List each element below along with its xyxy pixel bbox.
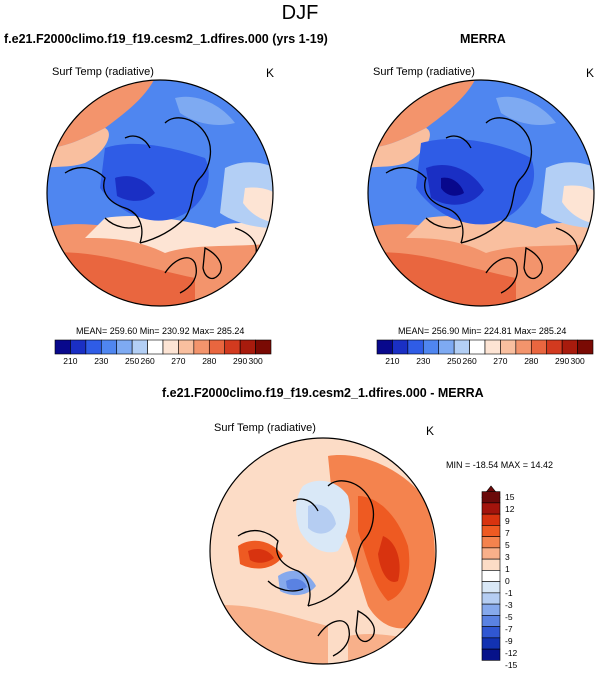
- colorbar-swatch: [481, 525, 501, 537]
- units-label-diff: K: [426, 424, 435, 438]
- colorbar-swatch: [481, 502, 501, 515]
- colorbar-swatch: [131, 339, 148, 355]
- colorbar-swatch: [469, 339, 486, 355]
- colorbar-tick-label: 210: [63, 356, 78, 366]
- colorbar-swatch: [481, 615, 501, 627]
- colorbar-tick-label: -7: [505, 624, 513, 634]
- colorbar-tick-label: -5: [505, 612, 513, 622]
- figure-title: DJF: [281, 2, 319, 24]
- colorbar-tick-label: 280: [524, 356, 539, 366]
- colorbar-tick-label: 0: [505, 576, 510, 586]
- colorbar-swatch: [224, 339, 241, 355]
- panel-title-diff: f.e21.F2000climo.f19_f19.cesm2_1.dfires.…: [162, 386, 484, 400]
- colorbar-swatch: [453, 339, 470, 355]
- colorbar-swatch: [376, 339, 393, 355]
- colorbar-tick-label: 290: [233, 356, 248, 366]
- colorbar-swatch: [255, 339, 272, 355]
- colorbar-tick-label: 3: [505, 552, 510, 562]
- colorbar-swatch: [193, 339, 210, 355]
- colorbar-swatch: [422, 339, 440, 355]
- colorbar-tick-label: 270: [493, 356, 508, 366]
- colorbar-tick-label: 290: [555, 356, 570, 366]
- colorbar-tick-label: 210: [385, 356, 400, 366]
- stats-diff: MIN = -18.54 MAX = 14.42: [446, 460, 554, 470]
- colorbar-tick-label: 250: [447, 356, 462, 366]
- colorbar-tick-label: -12: [505, 648, 518, 658]
- colorbar-swatch: [515, 339, 532, 355]
- colorbar-labels-obs: 210 230 250 260 270 280 290 300: [377, 356, 593, 368]
- colorbar-swatch: [481, 491, 501, 504]
- colorbar-tick-label: 15: [505, 492, 515, 502]
- colorbar-tick-label: 230: [94, 356, 109, 366]
- panel-title-obs: MERRA: [460, 32, 506, 46]
- variable-label-obs: Surf Temp (radiative): [373, 66, 475, 78]
- units-label-obs: K: [586, 66, 595, 80]
- colorbar-tick-label: 260: [140, 356, 155, 366]
- colorbar-swatch: [438, 339, 455, 355]
- colorbar-swatch: [208, 339, 226, 355]
- colorbar-swatch: [546, 339, 563, 355]
- colorbar-tick-label: 9: [505, 516, 510, 526]
- colorbar-tick-label: 280: [202, 356, 217, 366]
- stats-model: MEAN= 259.60 Min= 230.92 Max= 285.24: [76, 326, 245, 336]
- colorbar-swatch: [85, 339, 102, 355]
- colorbar-swatch: [481, 536, 501, 549]
- colorbar-swatch: [481, 637, 501, 650]
- colorbar-swatch: [178, 339, 195, 355]
- colorbar-swatch: [100, 339, 118, 355]
- colorbar-swatch: [70, 339, 87, 355]
- colorbar-swatch: [577, 339, 594, 355]
- colorbar-swatch: [500, 339, 517, 355]
- colorbar-tick-label: 300: [248, 356, 263, 366]
- colorbar-swatch: [407, 339, 424, 355]
- colorbar-obs: [376, 339, 594, 355]
- colorbar-swatch: [392, 339, 409, 355]
- colorbar-swatch: [481, 570, 501, 582]
- colorbar-tick-label: 250: [125, 356, 140, 366]
- colorbar-tick-label: -9: [505, 636, 513, 646]
- colorbar-swatch: [481, 547, 501, 560]
- colorbar-tick-label: 1: [505, 564, 510, 574]
- colorbar-swatch: [481, 626, 501, 639]
- colorbar-tick-label: -1: [505, 588, 513, 598]
- colorbar-diff: [481, 485, 501, 661]
- polar-map-model: [46, 79, 274, 307]
- colorbar-tick-label: 260: [462, 356, 477, 366]
- polar-map-obs: [367, 79, 595, 307]
- colorbar-swatch: [561, 339, 578, 355]
- colorbar-labels-diff: 15 12 9 7 5 3 1 0 -1 -3 -5 -7 -9 -12 -15: [505, 486, 535, 670]
- colorbar-swatch: [481, 603, 501, 616]
- colorbar-swatch: [481, 648, 501, 661]
- colorbar-swatch: [481, 581, 501, 594]
- colorbar-swatch: [147, 339, 164, 355]
- polar-map-diff: [209, 437, 437, 665]
- colorbar-swatch: [484, 339, 501, 355]
- colorbar-swatch: [162, 339, 179, 355]
- colorbar-tick-label: 12: [505, 504, 515, 514]
- colorbar-tick-label: 270: [171, 356, 186, 366]
- colorbar-labels-model: 210 230 250 260 270 280 290 300: [55, 356, 271, 368]
- colorbar-swatch: [54, 339, 71, 355]
- stats-obs: MEAN= 256.90 Min= 224.81 Max= 285.24: [398, 326, 567, 336]
- variable-label-diff: Surf Temp (radiative): [214, 422, 316, 434]
- colorbar-tick-label: 5: [505, 540, 510, 550]
- colorbar-swatch: [481, 513, 501, 526]
- colorbar-tick-label: -3: [505, 600, 513, 610]
- colorbar-tick-label: 230: [416, 356, 431, 366]
- variable-label-model: Surf Temp (radiative): [52, 66, 154, 78]
- colorbar-swatch: [530, 339, 548, 355]
- units-label-model: K: [266, 66, 275, 80]
- colorbar-tick-label: 7: [505, 528, 510, 538]
- panel-title-model: f.e21.F2000climo.f19_f19.cesm2_1.dfires.…: [4, 32, 328, 46]
- colorbar-model: [54, 339, 272, 355]
- colorbar-swatch: [481, 558, 501, 571]
- colorbar-swatch: [116, 339, 133, 355]
- colorbar-tick-label: 300: [570, 356, 585, 366]
- colorbar-swatch: [239, 339, 256, 355]
- colorbar-tick-label: -15: [505, 660, 518, 670]
- colorbar-swatch: [481, 592, 501, 605]
